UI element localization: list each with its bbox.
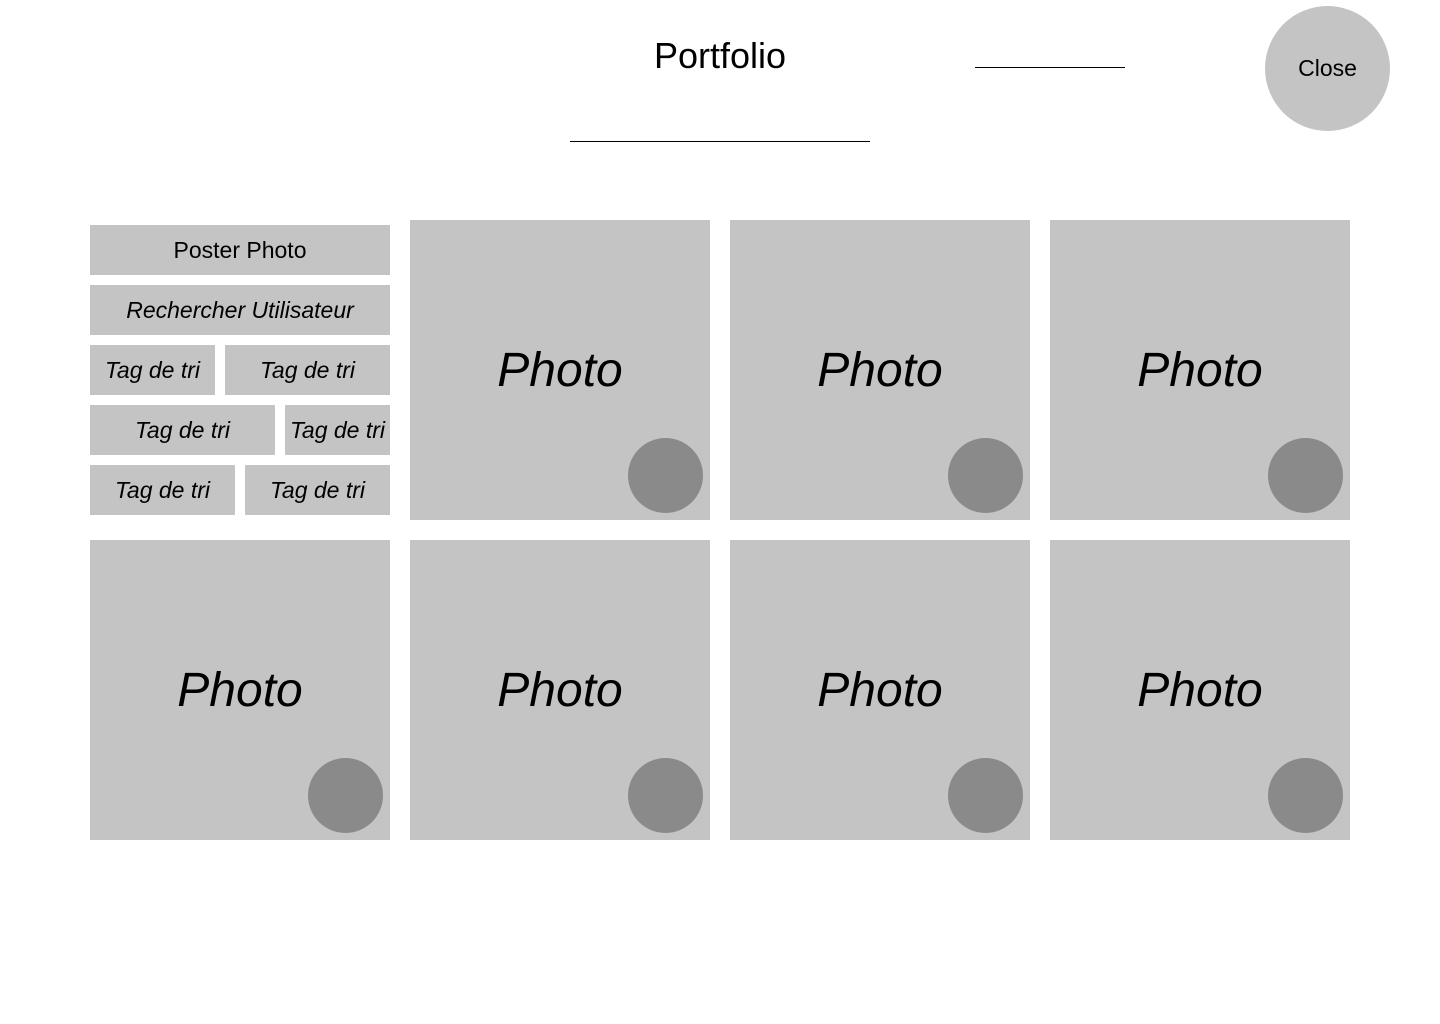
- photo-card[interactable]: Photo: [90, 540, 390, 840]
- sort-tag-2[interactable]: Tag de tri: [225, 345, 390, 395]
- photo-card[interactable]: Photo: [730, 540, 1030, 840]
- photo-label: Photo: [497, 663, 623, 717]
- photo-card[interactable]: Photo: [1050, 540, 1350, 840]
- photo-avatar-button[interactable]: [1268, 438, 1343, 513]
- photo-avatar-button[interactable]: [948, 438, 1023, 513]
- sort-tag-5[interactable]: Tag de tri: [90, 465, 235, 515]
- photo-avatar-button[interactable]: [628, 438, 703, 513]
- photo-card[interactable]: Photo: [1050, 220, 1350, 520]
- photo-label: Photo: [817, 343, 943, 397]
- photo-avatar-button[interactable]: [1268, 758, 1343, 833]
- sort-tag-3[interactable]: Tag de tri: [90, 405, 275, 455]
- close-button[interactable]: Close: [1265, 6, 1390, 131]
- title-underline-divider: [570, 141, 870, 142]
- photo-avatar-button[interactable]: [628, 758, 703, 833]
- sort-tag-4[interactable]: Tag de tri: [285, 405, 390, 455]
- photo-label: Photo: [1137, 343, 1263, 397]
- photo-avatar-button[interactable]: [948, 758, 1023, 833]
- photo-label: Photo: [497, 343, 623, 397]
- photo-avatar-button[interactable]: [308, 758, 383, 833]
- search-user-button[interactable]: Rechercher Utilisateur: [90, 285, 390, 335]
- post-photo-button[interactable]: Poster Photo: [90, 225, 390, 275]
- sort-tag-1[interactable]: Tag de tri: [90, 345, 215, 395]
- header-line-divider: [975, 67, 1125, 68]
- photo-card[interactable]: Photo: [410, 540, 710, 840]
- photo-label: Photo: [1137, 663, 1263, 717]
- page-title: Portfolio: [653, 35, 787, 76]
- photo-label: Photo: [177, 663, 303, 717]
- photo-label: Photo: [817, 663, 943, 717]
- photo-card[interactable]: Photo: [410, 220, 710, 520]
- photo-card[interactable]: Photo: [730, 220, 1030, 520]
- sort-tag-6[interactable]: Tag de tri: [245, 465, 390, 515]
